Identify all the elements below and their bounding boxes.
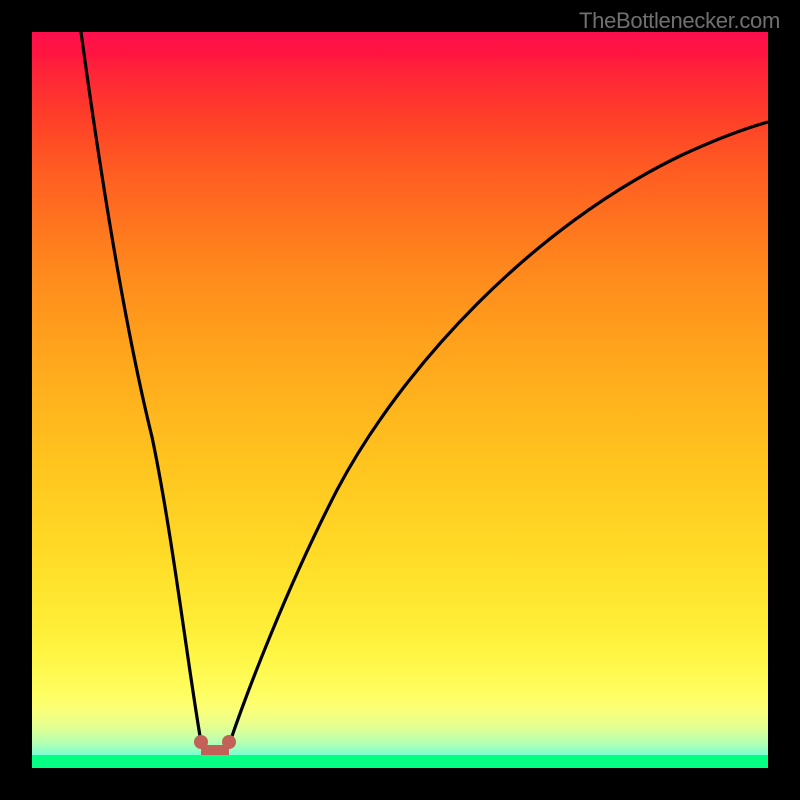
optimal-marker-left	[194, 735, 208, 749]
watermark-text: TheBottlenecker.com	[579, 8, 780, 34]
curve-left-branch	[81, 32, 201, 742]
bottleneck-curve	[32, 32, 768, 768]
optimal-marker-right	[222, 735, 236, 749]
curve-right-branch	[230, 122, 768, 742]
bottleneck-chart	[32, 32, 768, 768]
